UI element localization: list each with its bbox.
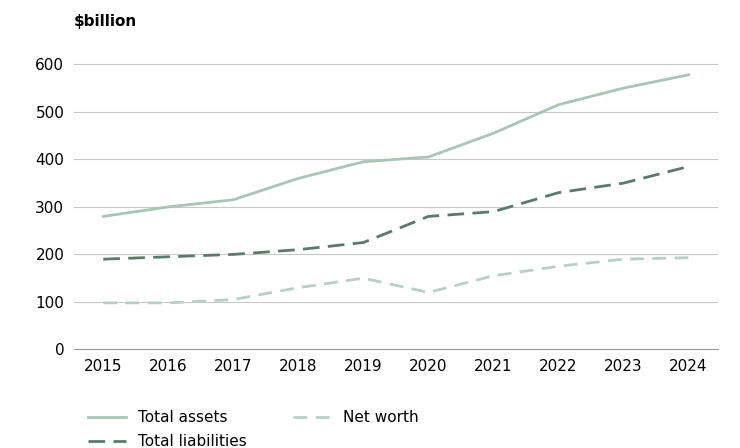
Text: $billion: $billion xyxy=(74,14,137,29)
Legend: Total assets, Total liabilities, Net worth: Total assets, Total liabilities, Net wor… xyxy=(81,404,425,448)
